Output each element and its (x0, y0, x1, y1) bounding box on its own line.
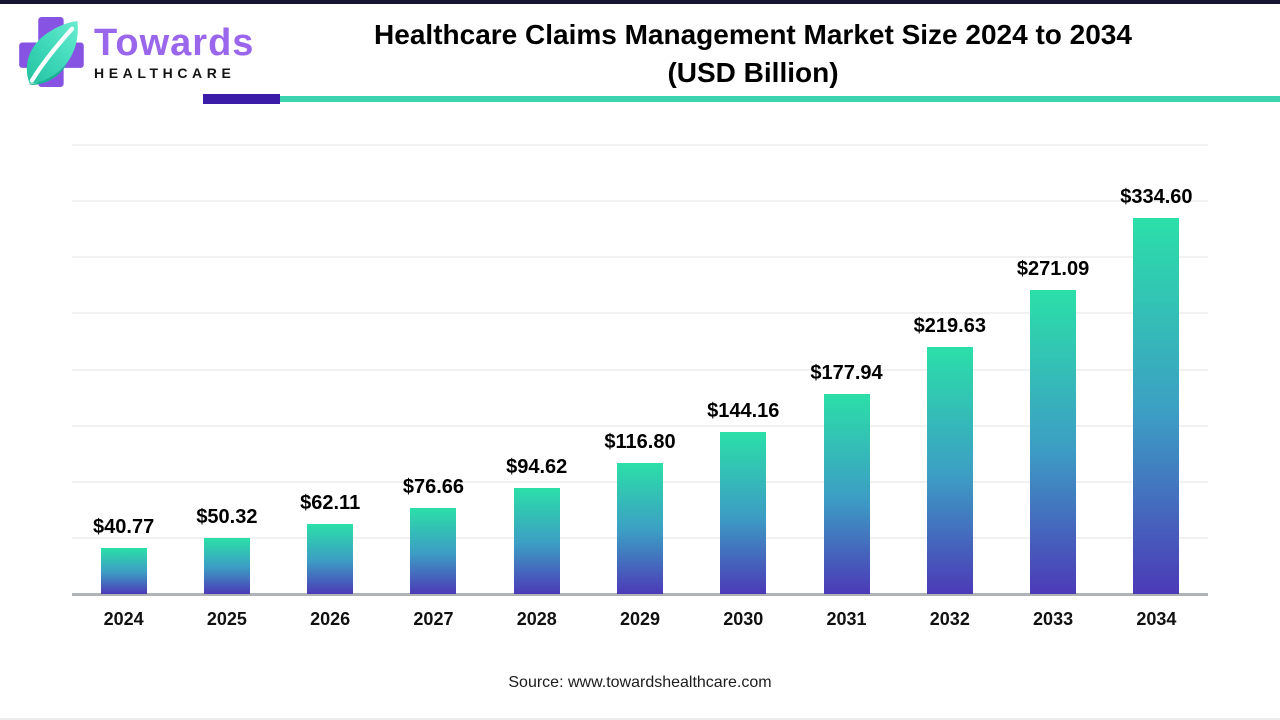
x-axis-line (72, 593, 1208, 596)
value-label-2032: $219.63 (913, 315, 986, 338)
bar-2033 (1030, 289, 1077, 594)
value-label-2027: $76.66 (402, 475, 465, 498)
x-tick-2024: 2024 (103, 609, 144, 629)
gridline-300 (72, 256, 1208, 259)
top-accent-border (0, 0, 1280, 4)
gridline-350 (72, 200, 1208, 203)
x-tick-2032: 2032 (929, 609, 970, 629)
bar-2029 (617, 462, 663, 594)
plot-area: $40.77 $50.32 $62.11 $76.66 $94.62 $116.80 $14… (72, 144, 1208, 596)
value-label-2026: $62.11 (300, 492, 361, 515)
value-label-2024: $40.77 (93, 516, 155, 539)
healthcare-cross-leaf-icon (19, 17, 84, 87)
x-tick-2025: 2025 (206, 609, 247, 629)
source-attribution: Source: www.towardshealthcare.com (508, 674, 772, 691)
bar-2030 (720, 432, 767, 594)
value-label-2033: $271.09 (1016, 257, 1090, 280)
chart-title: Healthcare Claims Management Market Size… (240, 16, 1266, 92)
bar-2032 (926, 347, 973, 594)
x-tick-2028: 2028 (516, 609, 557, 629)
value-label-2031: $177.94 (810, 362, 883, 385)
bar-2027 (410, 507, 457, 594)
value-label-2025: $50.32 (196, 505, 258, 528)
x-tick-2033: 2033 (1033, 609, 1074, 629)
value-label-2030: $144.16 (707, 400, 780, 423)
gridline-150 (72, 424, 1208, 427)
gridline-250 (72, 312, 1208, 315)
bar-2025 (203, 537, 250, 594)
x-tick-2026: 2026 (310, 609, 351, 629)
title-underline-teal-rule (280, 96, 1280, 102)
bar-2024 (100, 548, 147, 594)
x-tick-2030: 2030 (723, 609, 764, 629)
chart-title-line1: Healthcare Claims Management Market Size… (374, 19, 1132, 50)
logo-text-block: Towards HEALTHCARE (94, 16, 254, 81)
gridline-400 (72, 144, 1208, 146)
x-tick-2031: 2031 (826, 609, 867, 629)
x-tick-2034: 2034 (1136, 609, 1177, 629)
value-label-2028: $94.62 (506, 455, 568, 478)
towards-healthcare-logo: Towards HEALTHCARE (18, 16, 254, 88)
value-label-2034: $334.60 (1120, 186, 1193, 209)
x-axis-tick-labels: 2024 2025 2026 2027 2028 2029 2030 2031 2032 2033… (72, 609, 1208, 637)
gridline-200 (72, 368, 1208, 371)
chart-title-line2: (USD Billion) (667, 57, 839, 88)
value-label-2029: $116.80 (604, 430, 676, 453)
bar-2034 (1133, 218, 1180, 594)
brand-name: Towards (94, 22, 255, 64)
bar-2026 (307, 524, 354, 594)
bar-2028 (513, 487, 560, 594)
bar-2031 (823, 394, 870, 594)
x-tick-2029: 2029 (619, 609, 661, 629)
title-underline-purple-segment (203, 94, 280, 104)
x-tick-2027: 2027 (413, 609, 454, 629)
brand-sub-name: HEALTHCARE (94, 65, 236, 81)
